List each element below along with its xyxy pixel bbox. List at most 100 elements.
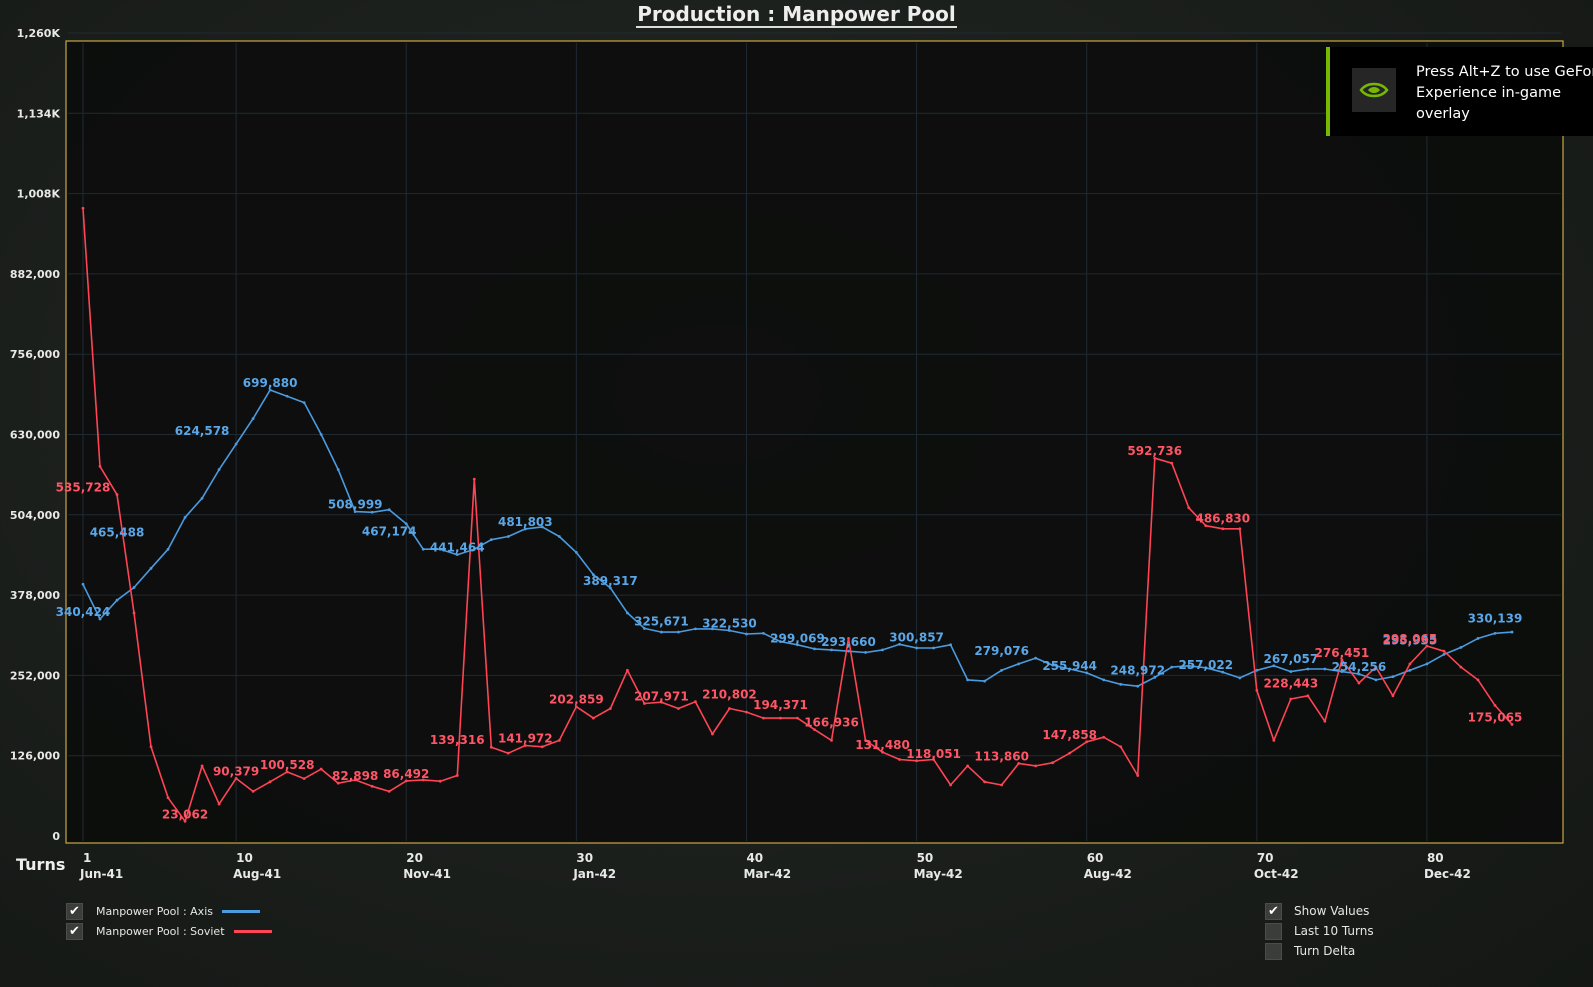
data-point-axis	[1374, 678, 1378, 682]
data-label-soviet: 139,316	[430, 733, 485, 747]
checkbox-axis[interactable]: ✔	[66, 902, 83, 920]
data-point-axis	[642, 627, 646, 630]
data-point-soviet	[1204, 524, 1208, 528]
data-point-soviet	[523, 744, 527, 747]
data-point-soviet	[1119, 745, 1123, 749]
data-point-axis	[540, 525, 544, 529]
data-label-axis: 465,488	[90, 525, 145, 539]
data-point-axis	[1051, 663, 1055, 667]
data-point-axis	[319, 433, 323, 436]
x-tick-date: Mar-42	[743, 867, 791, 881]
data-point-soviet	[200, 764, 204, 768]
checkbox-last-10-turns[interactable]	[1265, 922, 1282, 940]
data-point-soviet	[1306, 694, 1310, 698]
data-point-soviet	[268, 780, 272, 784]
data-label-soviet: 118,051	[906, 747, 961, 761]
data-point-axis	[1204, 666, 1208, 670]
data-point-soviet	[1170, 461, 1174, 465]
data-point-axis	[1272, 664, 1276, 668]
data-point-axis	[404, 522, 408, 526]
x-tick-label: 1	[83, 851, 91, 865]
data-point-axis	[183, 515, 187, 519]
option-turn-delta-label: Turn Delta	[1294, 944, 1356, 958]
x-tick-date: Nov-41	[403, 867, 451, 881]
option-show-values[interactable]: ✔ Show Values	[1265, 901, 1374, 921]
data-point-soviet	[574, 705, 578, 709]
data-point-soviet	[1493, 703, 1497, 707]
data-point-axis	[983, 679, 987, 683]
data-point-soviet	[455, 774, 459, 777]
data-point-soviet	[1068, 751, 1072, 755]
data-point-axis	[574, 551, 578, 554]
data-point-axis	[1408, 668, 1412, 672]
data-point-axis	[608, 586, 612, 590]
legend-item-axis[interactable]: ✔ Manpower Pool : Axis	[66, 901, 272, 921]
data-label-soviet: 175,065	[1468, 710, 1523, 724]
data-point-soviet	[1425, 644, 1429, 648]
data-label-axis: 441,464	[430, 541, 485, 555]
data-point-axis	[1510, 630, 1514, 634]
data-point-soviet	[915, 759, 918, 763]
data-label-soviet: 194,371	[753, 698, 808, 712]
legend-label-axis: Manpower Pool : Axis	[96, 904, 213, 918]
data-point-axis	[523, 527, 527, 531]
data-point-axis	[336, 468, 340, 471]
y-tick-label: 0	[52, 830, 60, 843]
data-point-soviet	[421, 778, 425, 782]
checkbox-show-values[interactable]: ✔	[1265, 902, 1282, 920]
data-point-soviet	[881, 750, 884, 754]
data-point-axis	[830, 648, 833, 652]
data-point-soviet	[1136, 774, 1140, 777]
x-tick-date: Jan-42	[572, 867, 616, 881]
data-label-axis: 624,578	[175, 424, 230, 438]
data-point-axis	[779, 640, 782, 644]
x-tick-label: 80	[1427, 851, 1444, 865]
legend-item-soviet[interactable]: ✔ Manpower Pool : Soviet	[66, 921, 272, 941]
data-point-axis	[234, 442, 238, 446]
x-tick-date: Oct-42	[1254, 867, 1299, 881]
data-point-axis	[813, 647, 816, 651]
data-point-soviet	[1238, 527, 1242, 531]
data-label-axis: 467,174	[362, 524, 417, 538]
data-point-soviet	[166, 796, 170, 800]
data-point-soviet	[387, 789, 391, 793]
data-point-soviet	[660, 700, 663, 704]
data-point-axis	[285, 394, 289, 398]
checkbox-turn-delta[interactable]	[1265, 942, 1282, 960]
data-point-soviet	[1323, 719, 1327, 723]
data-point-soviet	[1340, 658, 1344, 662]
geforce-overlay-toast[interactable]: Press Alt+Z to use GeFor Experience in-g…	[1326, 47, 1593, 136]
option-turn-delta[interactable]: Turn Delta	[1265, 941, 1374, 961]
data-label-axis: 389,317	[583, 574, 638, 588]
chart-title: Production : Manpower Pool	[0, 2, 1593, 28]
data-point-soviet	[1476, 678, 1480, 682]
data-point-axis	[1187, 664, 1191, 668]
data-point-axis	[1000, 668, 1004, 672]
data-point-soviet	[506, 751, 510, 755]
data-point-axis	[115, 598, 119, 602]
data-point-soviet	[1221, 527, 1225, 531]
checkbox-soviet[interactable]: ✔	[66, 922, 83, 940]
data-point-axis	[1119, 682, 1123, 686]
data-point-soviet	[404, 779, 408, 783]
data-point-axis	[302, 401, 306, 405]
data-point-soviet	[1017, 762, 1021, 765]
data-point-soviet	[370, 784, 374, 788]
data-point-soviet	[1374, 665, 1378, 669]
data-point-soviet	[1051, 761, 1055, 765]
data-label-axis: 255,944	[1042, 659, 1097, 673]
option-show-values-label: Show Values	[1294, 904, 1370, 918]
x-tick-label: 70	[1257, 851, 1274, 865]
data-label-axis: 254,256	[1332, 660, 1387, 674]
data-point-axis	[915, 646, 918, 650]
data-point-soviet	[302, 777, 306, 781]
data-label-axis: 248,972	[1110, 663, 1165, 677]
data-point-axis	[677, 630, 680, 634]
data-label-axis: 279,076	[974, 644, 1029, 658]
data-label-soviet: 113,860	[974, 749, 1029, 763]
data-label-axis: 330,139	[1468, 612, 1523, 626]
data-point-soviet	[966, 764, 970, 768]
data-point-axis	[1017, 662, 1021, 666]
option-last-10-turns[interactable]: Last 10 Turns	[1265, 921, 1374, 941]
data-label-soviet: 131,480	[855, 738, 910, 752]
